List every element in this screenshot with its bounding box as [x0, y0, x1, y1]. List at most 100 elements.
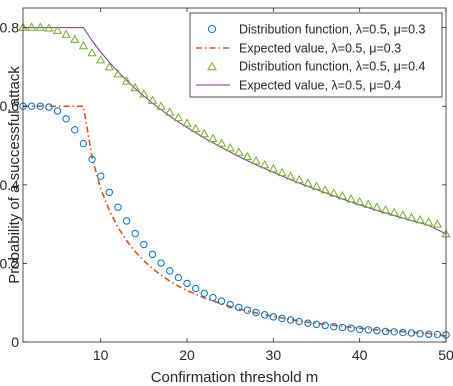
data-point-triangle [182, 118, 192, 127]
legend-label-2: Expected value, λ=0.5, μ=0.3 [239, 42, 401, 56]
data-point-triangle [26, 22, 37, 31]
y-tick-label: 0.6 [0, 98, 19, 114]
data-point-circle [295, 317, 303, 326]
data-point-circle [399, 328, 407, 337]
data-point-triangle [147, 95, 158, 104]
legend-entry-1: Distribution function, λ=0.5, μ=0.3 [207, 23, 426, 37]
data-point-triangle [199, 128, 209, 138]
data-point-circle [243, 306, 252, 314]
data-point-triangle [96, 55, 106, 64]
data-point-triangle [35, 22, 45, 31]
data-point-circle [96, 172, 105, 180]
data-point-triangle [156, 101, 166, 110]
data-point-circle [364, 326, 373, 334]
data-point-circle [79, 139, 88, 148]
data-point-triangle [173, 112, 184, 122]
data-point-triangle [208, 133, 218, 142]
data-point-triangle [415, 214, 425, 224]
data-point-circle [114, 203, 122, 211]
data-point-circle [45, 103, 53, 111]
series-line-expected-mu03 [23, 105, 447, 337]
data-point-circle [166, 267, 174, 275]
legend: Distribution function, λ=0.5, μ=0.3 Expe… [189, 12, 443, 98]
data-point-triangle [320, 185, 330, 194]
legend-triangle-marker [207, 61, 217, 71]
data-point-circle [140, 240, 148, 249]
data-layer [18, 22, 451, 339]
data-point-triangle [130, 82, 140, 92]
data-point-triangle [61, 29, 71, 38]
data-point-triangle [372, 202, 382, 211]
data-point-triangle [268, 163, 279, 173]
data-point-triangle [355, 196, 365, 206]
data-point-circle [381, 327, 390, 336]
plot-frame [22, 7, 447, 343]
legend-box [189, 12, 443, 98]
data-point-circle [226, 300, 234, 309]
data-point-triangle [337, 190, 348, 200]
data-point-circle [373, 326, 381, 335]
data-point-triangle [346, 194, 356, 203]
data-point-triangle [329, 188, 339, 197]
data-point-triangle [70, 34, 80, 43]
data-point-circle [36, 102, 44, 110]
data-point-triangle [398, 210, 408, 219]
data-point-triangle [104, 62, 114, 71]
data-point-circle [304, 319, 312, 327]
data-point-circle [338, 323, 347, 332]
legend-entry-3: Distribution function, λ=0.5, μ=0.4 [207, 60, 426, 74]
legend-entry-4: Expected value, λ=0.5, μ=0.4 [196, 79, 401, 93]
data-point-circle [191, 284, 200, 293]
data-point-circle [27, 102, 36, 110]
legend-label-4: Expected value, λ=0.5, μ=0.4 [239, 79, 401, 93]
data-point-circle [269, 313, 278, 321]
data-point-circle [347, 324, 355, 332]
x-axis-label: Confirmation threshold m [151, 369, 319, 386]
data-point-triangle [406, 212, 417, 221]
data-point-circle [148, 250, 157, 259]
data-point-circle [278, 314, 286, 323]
data-point-triangle [44, 23, 54, 32]
legend-circle-marker [207, 24, 217, 34]
data-point-circle [131, 229, 139, 238]
data-point-triangle [242, 151, 253, 161]
y-tick-label: 0.2 [0, 255, 19, 271]
data-point-circle [286, 316, 295, 324]
data-point-triangle [260, 159, 270, 169]
data-point-triangle [294, 174, 304, 184]
y-axis-label: Probability of a successful attack [6, 66, 23, 284]
data-point-circle [200, 289, 208, 297]
data-point-triangle [277, 167, 287, 177]
data-point-triangle [432, 219, 443, 228]
data-point-circle [416, 330, 424, 338]
x-tick-label: 10 [93, 347, 109, 363]
data-point-triangle [234, 147, 244, 156]
y-tick-label: 0.8 [0, 20, 19, 36]
data-point-circle [252, 308, 260, 317]
data-point-triangle [216, 138, 227, 147]
data-point-triangle [225, 143, 235, 152]
data-point-circle [235, 303, 243, 312]
data-point-circle [433, 330, 442, 339]
data-point-circle [209, 293, 217, 302]
data-point-circle [174, 273, 183, 282]
x-tick-label: 50 [438, 347, 453, 363]
data-point-triangle [285, 171, 296, 180]
data-point-triangle [121, 76, 132, 85]
x-tick-label: 40 [352, 347, 368, 363]
data-point-triangle [190, 123, 201, 133]
legend-label-3: Distribution function, λ=0.5, μ=0.4 [239, 60, 426, 74]
data-point-circle [122, 217, 131, 225]
x-tick-label: 20 [179, 347, 195, 363]
data-point-circle [217, 297, 226, 305]
y-tick-label: 0 [11, 334, 19, 350]
data-point-circle [355, 325, 364, 334]
data-point-circle [390, 328, 398, 336]
data-point-circle [71, 126, 79, 134]
data-point-circle [425, 330, 433, 338]
data-point-triangle [52, 25, 63, 34]
x-tick-label: 30 [266, 347, 282, 363]
legend-entry-2: Expected value, λ=0.5, μ=0.3 [196, 42, 401, 56]
data-point-triangle [165, 107, 175, 116]
